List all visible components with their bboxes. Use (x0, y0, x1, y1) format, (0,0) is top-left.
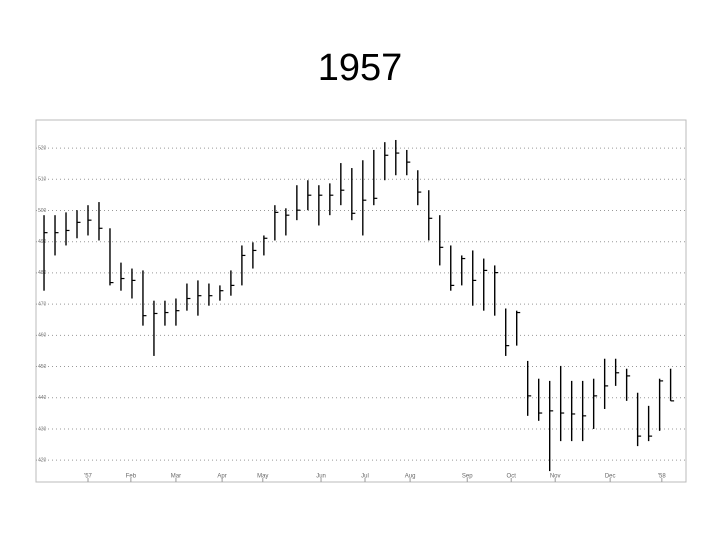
x-tick-label: Apr (217, 474, 226, 480)
x-tick-label: Dec (605, 474, 616, 480)
y-tick-label: 470 (38, 301, 47, 307)
y-tick-label: 440 (38, 395, 47, 401)
y-tick-label: 520 (38, 145, 47, 151)
x-tick-label: May (257, 474, 268, 480)
x-tick-label: Jul (361, 474, 369, 480)
x-tick-label: Feb (126, 474, 137, 480)
x-tick-label: Mar (171, 474, 181, 480)
x-tick-label: Jun (316, 474, 326, 480)
chart-frame (35, 119, 687, 483)
y-tick-label: 490 (38, 239, 47, 245)
x-tick-label: Aug (405, 474, 416, 480)
x-tick-label: '58 (658, 474, 666, 480)
y-tick-label: 420 (38, 457, 47, 463)
y-tick-label: 480 (38, 270, 47, 276)
y-tick-label: 450 (38, 364, 47, 370)
x-tick-label: Sep (462, 474, 473, 480)
x-tick-label: Oct (507, 474, 517, 480)
x-tick-label: '57 (84, 474, 92, 480)
y-tick-label: 460 (38, 333, 47, 339)
y-tick-label: 500 (38, 208, 47, 214)
y-tick-label: 430 (38, 426, 47, 432)
slide-title: 1957 (318, 47, 403, 89)
y-tick-label: 510 (38, 177, 47, 183)
x-tick-label: Nov (550, 474, 561, 480)
